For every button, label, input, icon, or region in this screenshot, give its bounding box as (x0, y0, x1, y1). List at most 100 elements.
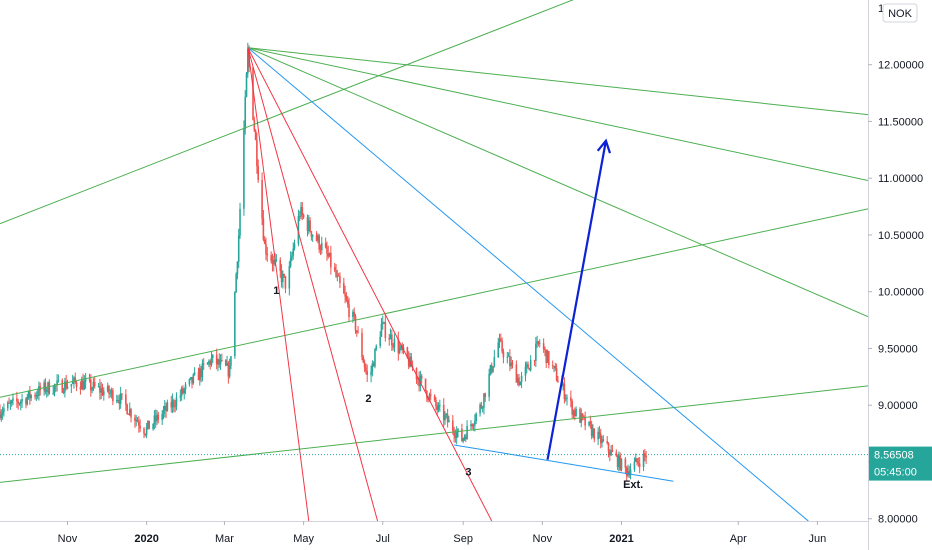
candle-body (227, 362, 230, 377)
candle-body (8, 402, 10, 404)
projection-arrow[interactable] (546, 140, 607, 460)
candle-body (546, 351, 549, 363)
candle-body (17, 401, 19, 404)
time-tick-label: Sep (453, 533, 473, 545)
candle-body (436, 406, 439, 410)
currency-label: NOK (888, 8, 913, 20)
candle-body (170, 402, 173, 408)
wave-annotations: 1 2 3 Ext. (273, 285, 643, 491)
candle-body (363, 362, 366, 368)
fan-line[interactable] (0, 385, 868, 483)
candle-body (88, 379, 91, 381)
candle-body (629, 469, 632, 476)
candle-body (139, 425, 141, 429)
candle-body (10, 400, 13, 404)
trend-line[interactable] (454, 444, 674, 482)
time-axis[interactable]: Nov 2020 Mar May Jul Sep Nov 2021 Apr Jun (58, 521, 827, 545)
candle-body (618, 455, 620, 467)
candle-body (163, 405, 166, 411)
candle-body (218, 359, 221, 365)
candle-body (554, 366, 557, 369)
candle-body (357, 332, 359, 334)
candle-body (515, 364, 518, 383)
candle-body (365, 367, 367, 372)
candle-body (289, 257, 292, 267)
candle-body (188, 379, 191, 385)
candle-body (219, 360, 222, 365)
price-tick-label: 10.50000 (878, 230, 924, 242)
fan-line[interactable] (247, 47, 310, 521)
candle-body (362, 357, 365, 363)
bar-countdown: 05:45:00 (874, 467, 917, 479)
candle-body (291, 255, 293, 258)
candle-body (237, 235, 240, 262)
candle-body (29, 390, 31, 399)
currency-badge[interactable]: NOK (882, 3, 918, 23)
candle-body (581, 413, 584, 417)
candle-body (156, 414, 158, 422)
candle-body (453, 430, 455, 437)
candle-body (335, 270, 337, 277)
candle-body (361, 332, 363, 358)
fan-line[interactable] (247, 47, 379, 521)
candle-body (606, 441, 609, 444)
candle-body (620, 458, 623, 470)
candle-body (452, 420, 454, 431)
candle-body (117, 399, 119, 401)
fan-line[interactable] (247, 47, 868, 116)
candle-body (493, 357, 496, 367)
candle-body (527, 364, 529, 369)
candle-body (18, 403, 21, 405)
candle-body (397, 338, 400, 354)
candle-body (579, 408, 581, 423)
candle-body (637, 462, 640, 464)
fan-line[interactable] (247, 47, 868, 318)
fan-line[interactable] (0, 208, 868, 398)
candle-body (0, 414, 3, 419)
candle-body (389, 334, 392, 340)
candle-body (201, 363, 204, 378)
candle-body (333, 267, 336, 271)
candle-body (253, 119, 256, 131)
candle-body (636, 458, 638, 463)
candle-body (108, 386, 110, 394)
candle-body (644, 453, 646, 456)
candle-body (548, 351, 550, 366)
fan-line[interactable] (247, 47, 809, 521)
candle-body (339, 276, 341, 284)
drawing-layer[interactable] (0, 0, 868, 521)
candle-body (645, 455, 647, 458)
candle-body (38, 386, 40, 396)
candle-body (228, 365, 231, 377)
candle-body (435, 400, 437, 407)
fan-line[interactable] (247, 47, 868, 181)
candle-body (528, 368, 531, 371)
candle-body (21, 399, 23, 402)
candle-body (226, 362, 228, 366)
time-tick-label: 2021 (609, 533, 633, 545)
fan-line[interactable] (0, 0, 581, 225)
candle-body (336, 275, 339, 277)
last-price-tag: 8.56508 05:45:00 (869, 446, 932, 481)
candle-body (327, 253, 330, 257)
candle-body (551, 365, 554, 367)
candle-body (510, 362, 512, 367)
price-tick-label: 12.00000 (878, 60, 924, 72)
candle-body (202, 363, 205, 365)
candle-body (462, 438, 464, 442)
candle-body (102, 391, 105, 396)
candle-body (393, 338, 396, 348)
candle-body (344, 293, 346, 297)
candle-body (252, 67, 254, 120)
candle-body (324, 243, 327, 248)
candle-body (416, 378, 419, 380)
candle-body (143, 428, 145, 434)
candle-body (271, 260, 274, 265)
candle-body (230, 356, 232, 366)
candle-body (30, 395, 32, 399)
candle-body (455, 432, 458, 438)
candle-body (588, 421, 590, 426)
fan-line[interactable] (247, 47, 493, 521)
